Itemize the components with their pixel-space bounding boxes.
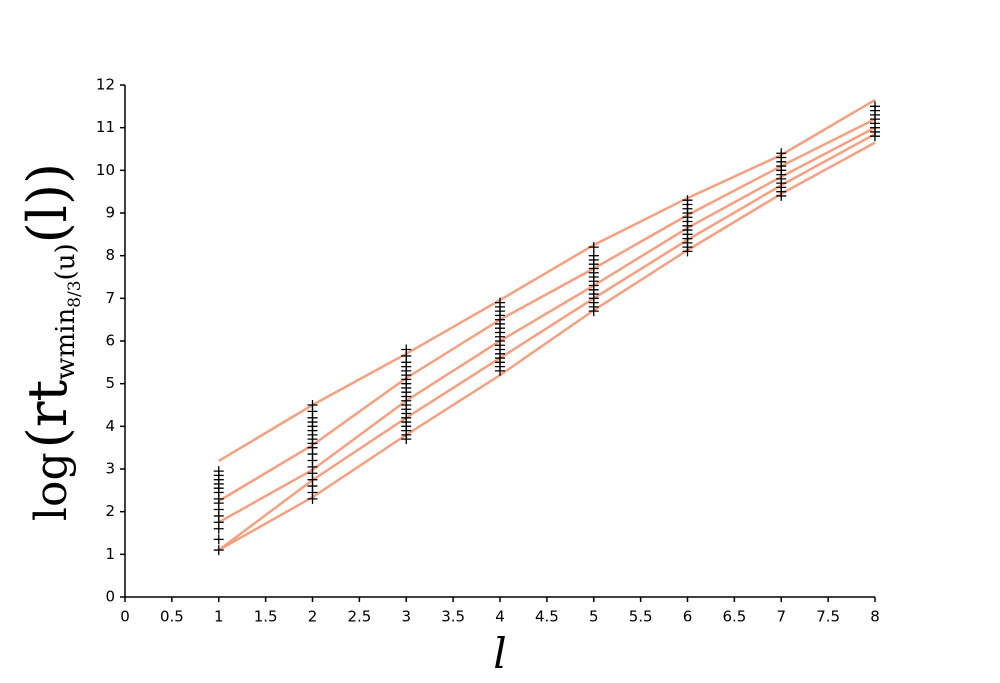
scatter-marker: [401, 344, 412, 355]
x-tick-label: 4: [495, 608, 505, 626]
x-tick-label: 0.5: [160, 608, 184, 626]
scatter-marker: [213, 534, 224, 545]
y-tick-label: 3: [105, 460, 115, 478]
y-axis-label: log(rtwmin8/3(u)(l)): [16, 163, 85, 521]
scatter-marker: [870, 101, 880, 112]
y-tick-label: 6: [105, 332, 115, 350]
series-line: [218, 118, 876, 503]
x-tick-label: 8: [870, 608, 880, 626]
y-label-part: (rt: [16, 379, 79, 448]
y-tick-label: 1: [105, 545, 115, 563]
y-tick-label: 7: [105, 289, 115, 307]
y-tick-label: 8: [105, 246, 115, 264]
scatter-marker: [307, 400, 318, 410]
y-label-part: (l)): [16, 163, 79, 243]
y-tick-label: 2: [105, 502, 115, 520]
y-tick-label: 4: [105, 417, 115, 435]
scatter-marker: [213, 545, 224, 556]
series-line: [218, 141, 876, 552]
scatter-marker: [682, 195, 693, 206]
x-tick-label: 2: [308, 608, 318, 626]
y-tick-label: 10: [96, 161, 115, 179]
x-tick-label: 3.5: [441, 608, 465, 626]
y-tick-label: 5: [105, 374, 115, 392]
scatter-marker: [495, 297, 505, 308]
x-tick-label: 7.5: [816, 608, 840, 626]
series-line: [218, 98, 876, 462]
y-tick-label: 11: [96, 118, 115, 136]
x-tick-label: 7: [776, 608, 786, 626]
y-tick-label: 12: [96, 76, 115, 94]
series-line: [218, 126, 876, 524]
x-tick-label: 1: [214, 608, 224, 626]
series-line: [218, 132, 876, 552]
scatter-marker: [588, 250, 599, 261]
y-label-part: log: [26, 452, 77, 521]
x-axis-label: l: [493, 629, 506, 678]
x-tick-label: 6.5: [722, 608, 746, 626]
y-tick-label: 9: [105, 204, 115, 222]
scatter-marker: [776, 148, 787, 159]
y-label-part: wmin: [51, 308, 81, 380]
x-tick-label: 4.5: [535, 608, 559, 626]
y-label-part: 8/3: [65, 280, 85, 307]
x-tick-label: 5: [589, 608, 599, 626]
x-tick-label: 5.5: [629, 608, 653, 626]
scatter-marker: [588, 242, 599, 253]
y-tick-label: 0: [105, 588, 115, 606]
x-tick-label: 0: [120, 608, 130, 626]
x-tick-label: 1.5: [254, 608, 278, 626]
y-label-part: (u): [51, 243, 81, 280]
x-tick-label: 3: [401, 608, 411, 626]
x-tick-label: 6: [683, 608, 693, 626]
scatter-marker: [213, 466, 224, 477]
x-tick-label: 2.5: [347, 608, 371, 626]
